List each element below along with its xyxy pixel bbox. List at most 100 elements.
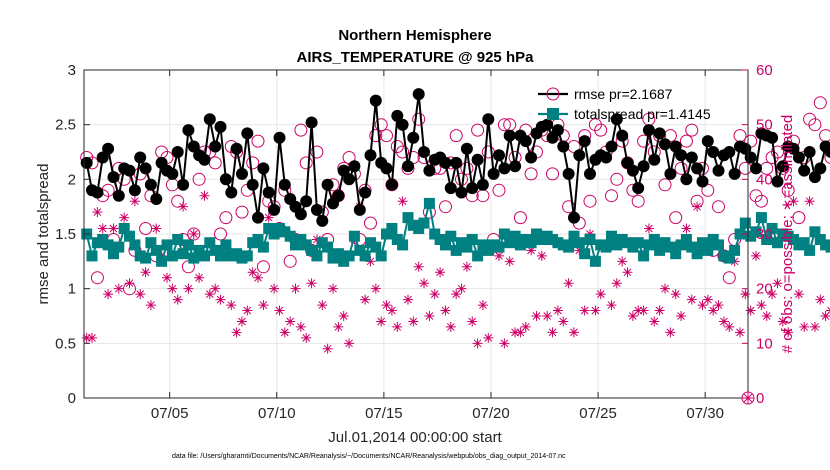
rmse-point — [750, 162, 762, 175]
assimilated-point — [108, 223, 119, 234]
possible-point — [192, 172, 206, 186]
totalspread-point — [252, 234, 264, 245]
totalspread-point — [654, 244, 666, 256]
possible-point — [171, 194, 185, 208]
rmse-point — [696, 175, 709, 188]
assimilated-point — [376, 316, 387, 327]
totalspread-point — [461, 241, 473, 253]
totalspread-point — [589, 255, 601, 267]
assimilated-point — [665, 327, 676, 338]
possible-point — [235, 205, 249, 219]
y-tick-label: 3 — [68, 62, 76, 79]
y-right-tick-label: 20 — [756, 281, 773, 298]
totalspread-point — [182, 239, 194, 251]
y-tick-label: 0 — [68, 390, 76, 407]
totalspread-point — [804, 244, 816, 256]
rmse-point — [177, 178, 190, 191]
assimilated-point — [772, 278, 783, 289]
assimilated-point — [579, 305, 590, 316]
assimilated-point — [344, 338, 355, 349]
rmse-point — [91, 186, 104, 199]
assimilated-point — [676, 311, 687, 321]
totalspread-point — [809, 226, 821, 238]
rmse-point — [144, 178, 157, 191]
rmse-point — [776, 160, 789, 173]
rmse-point — [493, 149, 505, 162]
assimilated-point — [713, 300, 724, 311]
totalspread-point — [713, 239, 724, 251]
totalspread-point — [761, 234, 773, 245]
rmse-point — [675, 149, 688, 162]
rmse-point — [166, 167, 179, 180]
rmse-point — [659, 138, 671, 151]
assimilated-point — [328, 283, 338, 294]
rmse-point — [519, 135, 532, 148]
assimilated-point — [724, 321, 735, 332]
totalspread-point — [86, 250, 98, 262]
totalspread-point — [568, 230, 580, 242]
rmse-point — [637, 160, 650, 173]
assimilated-point — [467, 316, 478, 327]
assimilated-point — [135, 289, 146, 300]
assimilated-point — [788, 196, 799, 207]
rmse-point — [557, 140, 570, 153]
totalspread-point — [284, 230, 296, 242]
assimilated-point — [542, 311, 553, 321]
rmse-point — [230, 142, 243, 155]
assimilated-point — [194, 272, 205, 283]
totalspread-point — [150, 244, 162, 256]
assimilated-point — [702, 294, 713, 305]
assimilated-point — [445, 321, 456, 332]
assimilated-point — [660, 283, 670, 294]
assimilated-point — [799, 321, 810, 332]
totalspread-point — [638, 250, 650, 262]
assimilated-point — [670, 289, 681, 300]
rmse-point — [353, 203, 366, 216]
rmse-point — [610, 113, 623, 126]
assimilated-point — [820, 311, 830, 321]
rmse-point — [412, 88, 425, 101]
possible-point — [396, 145, 410, 159]
assimilated-point — [263, 212, 274, 223]
assimilated-point — [145, 300, 156, 311]
rmse-point — [418, 146, 430, 158]
assimilated-point — [590, 305, 601, 316]
assimilated-point — [504, 256, 515, 267]
assimilated-point — [777, 316, 788, 327]
assimilated-point — [793, 289, 804, 300]
assimilated-point — [595, 289, 606, 300]
totalspread-point — [691, 248, 703, 260]
rmse-point — [648, 153, 661, 166]
assimilated-point — [306, 278, 317, 289]
rmse-point — [385, 178, 398, 191]
rmse-point — [792, 151, 805, 164]
possible-point — [588, 118, 602, 132]
totalspread-point — [525, 237, 537, 249]
rmse-point — [150, 193, 163, 205]
totalspread-point — [632, 237, 644, 249]
series-rmse — [80, 88, 830, 227]
possible-point — [460, 161, 474, 175]
x-tick-label: 07/05 — [151, 405, 189, 422]
rmse-point — [380, 162, 393, 175]
assimilated-point — [317, 300, 328, 311]
possible-point — [208, 156, 222, 170]
rmse-point — [551, 124, 564, 137]
assimilated-point — [751, 250, 762, 261]
assimilated-point — [269, 283, 280, 294]
assimilated-point — [483, 332, 494, 343]
assimilated-point — [708, 305, 719, 316]
totalspread-point — [257, 241, 269, 253]
possible-point — [792, 211, 806, 225]
totalspread-point — [686, 241, 698, 253]
totalspread-point — [573, 237, 585, 249]
assimilated-point — [424, 311, 435, 321]
series-layer — [80, 88, 830, 354]
assimilated-point — [274, 305, 285, 316]
legend-label-rmse: rmse pr=2.1687 — [574, 86, 673, 102]
rmse-point — [294, 208, 307, 221]
totalspread-point — [375, 250, 387, 262]
rmse-point — [102, 142, 115, 155]
assimilated-point — [611, 278, 622, 289]
rmse-point — [300, 195, 313, 208]
